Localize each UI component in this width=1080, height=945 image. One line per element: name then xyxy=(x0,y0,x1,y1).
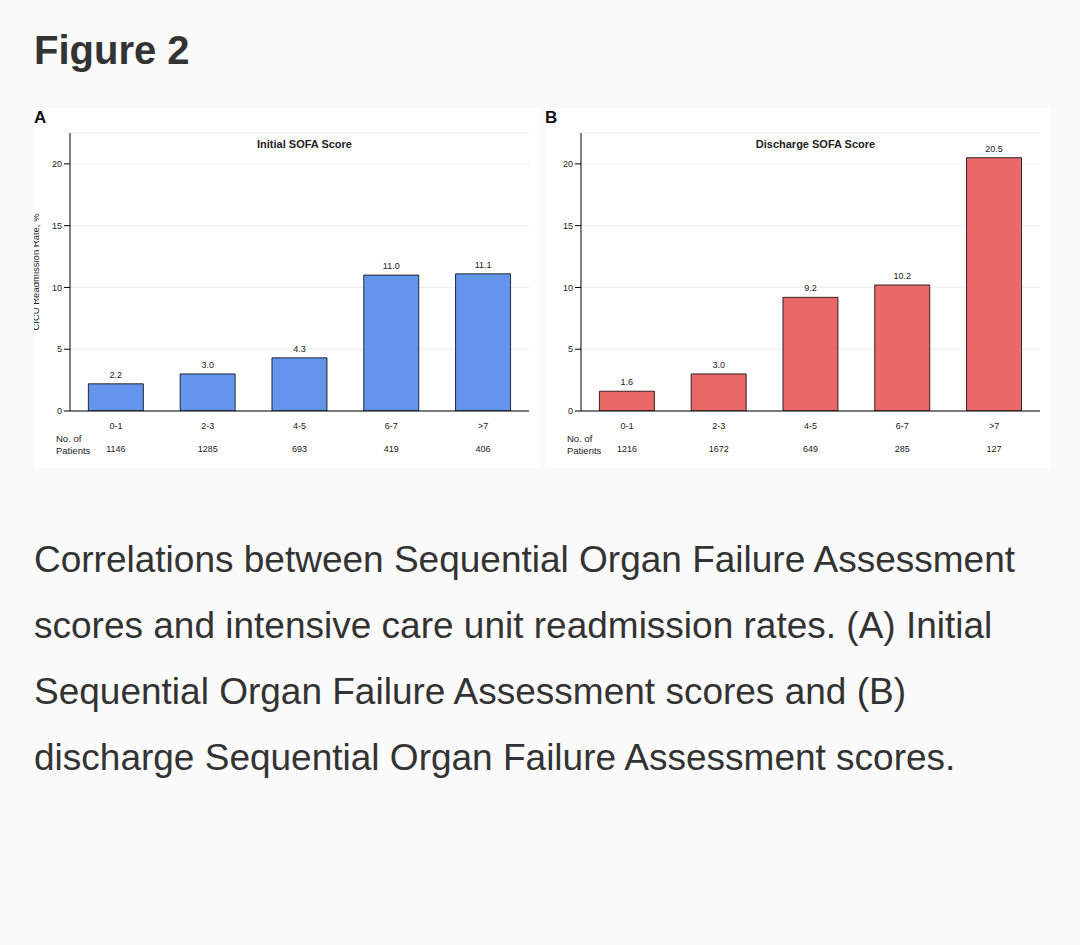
svg-text:4-5: 4-5 xyxy=(804,421,817,431)
svg-text:649: 649 xyxy=(803,444,818,454)
svg-text:6-7: 6-7 xyxy=(385,421,398,431)
html-text:No. of Patients: No. of Patients xyxy=(56,433,91,456)
svg-text:127: 127 xyxy=(987,444,1002,454)
svg-text:10.2: 10.2 xyxy=(893,271,911,281)
svg-text:1.6: 1.6 xyxy=(621,377,634,387)
html-text:Correlations between Sequentia: Correlations between Sequential Organ Fa… xyxy=(34,539,1015,778)
svg-text:11.1: 11.1 xyxy=(475,260,492,270)
html-text:Discharge SOFA Score: Discharge SOFA Score xyxy=(755,138,876,150)
svg-text:406: 406 xyxy=(476,444,491,454)
svg-text:1216: 1216 xyxy=(617,444,637,454)
svg-text:4.3: 4.3 xyxy=(293,344,306,354)
svg-text:285: 285 xyxy=(895,444,910,454)
svg-text:15: 15 xyxy=(563,221,573,231)
svg-text:0-1: 0-1 xyxy=(109,421,122,431)
svg-text:1146: 1146 xyxy=(106,444,125,454)
svg-text:6-7: 6-7 xyxy=(896,421,909,431)
svg-text:15: 15 xyxy=(52,221,62,231)
svg-text:4-5: 4-5 xyxy=(293,421,306,431)
html-text:Initial SOFA Score: Initial SOFA Score xyxy=(257,138,352,150)
svg-text:20: 20 xyxy=(52,159,62,169)
svg-text:9.2: 9.2 xyxy=(804,283,817,293)
svg-text:5: 5 xyxy=(568,344,573,354)
svg-text:20.5: 20.5 xyxy=(985,144,1003,154)
svg-text:1285: 1285 xyxy=(198,444,218,454)
svg-text:11.0: 11.0 xyxy=(383,261,400,271)
svg-text:20: 20 xyxy=(563,159,573,169)
svg-text:1672: 1672 xyxy=(709,444,729,454)
svg-text:3.0: 3.0 xyxy=(712,360,725,370)
svg-text:5: 5 xyxy=(57,344,62,354)
svg-text:0: 0 xyxy=(568,406,573,416)
svg-text:0-1: 0-1 xyxy=(620,421,633,431)
html-text:A: A xyxy=(34,108,47,127)
svg-text:0: 0 xyxy=(57,406,62,416)
svg-text:>7: >7 xyxy=(478,421,488,431)
html-text:B: B xyxy=(545,108,558,127)
svg-text:2-3: 2-3 xyxy=(712,421,725,431)
svg-text:693: 693 xyxy=(292,444,307,454)
svg-text:2.2: 2.2 xyxy=(110,370,123,380)
svg-text:419: 419 xyxy=(384,444,399,454)
svg-text:CICU Readmission Rate, %: CICU Readmission Rate, % xyxy=(34,213,41,331)
svg-text:10: 10 xyxy=(52,283,62,293)
html-text:Figure 2: Figure 2 xyxy=(34,28,190,72)
svg-text:3.0: 3.0 xyxy=(201,360,214,370)
svg-text:10: 10 xyxy=(563,283,573,293)
svg-text:2-3: 2-3 xyxy=(201,421,214,431)
html-text:No. of Patients: No. of Patients xyxy=(567,433,602,456)
svg-text:>7: >7 xyxy=(989,421,999,431)
